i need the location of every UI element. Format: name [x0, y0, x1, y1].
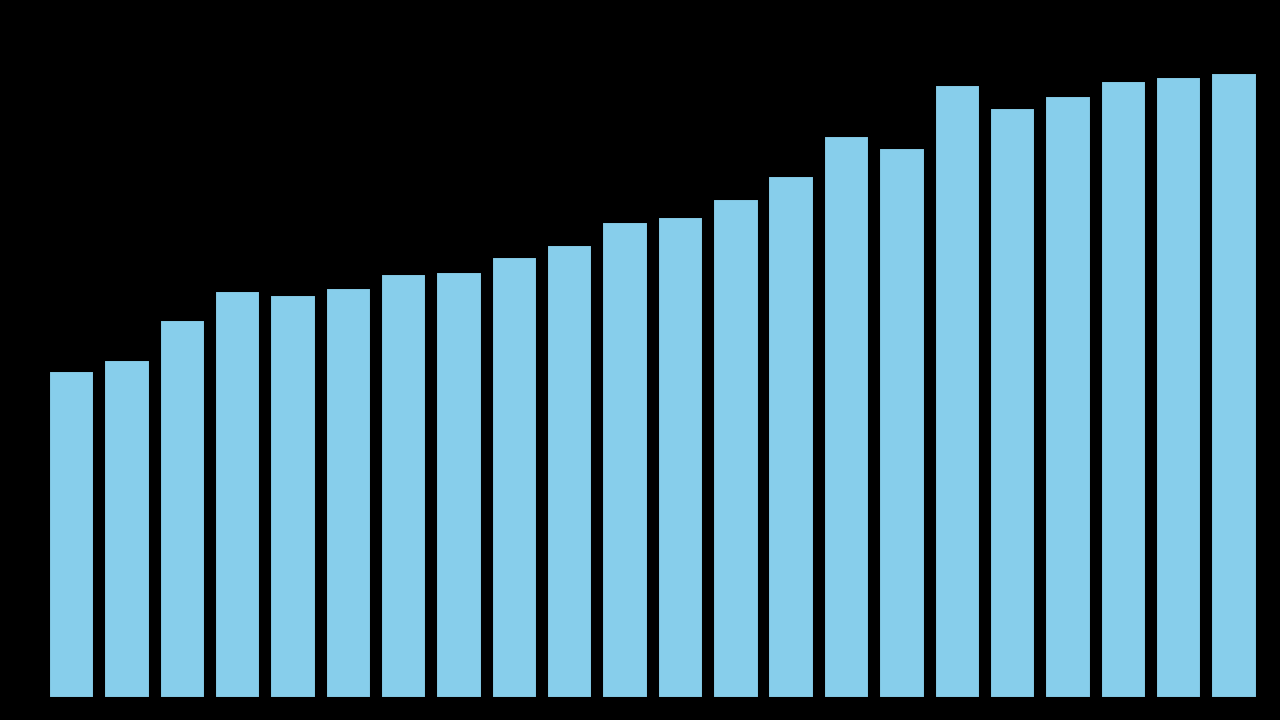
- Bar: [1046, 96, 1091, 698]
- Bar: [104, 360, 150, 698]
- Bar: [49, 372, 95, 698]
- Bar: [492, 257, 538, 698]
- Bar: [713, 199, 759, 698]
- Bar: [1156, 76, 1202, 698]
- Bar: [381, 274, 426, 698]
- Bar: [436, 271, 481, 698]
- Bar: [325, 288, 371, 698]
- Bar: [658, 217, 703, 698]
- Bar: [160, 320, 205, 698]
- Bar: [270, 294, 316, 698]
- Bar: [1211, 73, 1257, 698]
- Bar: [547, 246, 593, 698]
- Bar: [879, 148, 924, 698]
- Bar: [1101, 81, 1146, 698]
- Bar: [989, 107, 1036, 698]
- Bar: [603, 222, 648, 698]
- Bar: [215, 291, 260, 698]
- Bar: [934, 85, 980, 698]
- Bar: [824, 136, 869, 698]
- Bar: [768, 176, 814, 698]
